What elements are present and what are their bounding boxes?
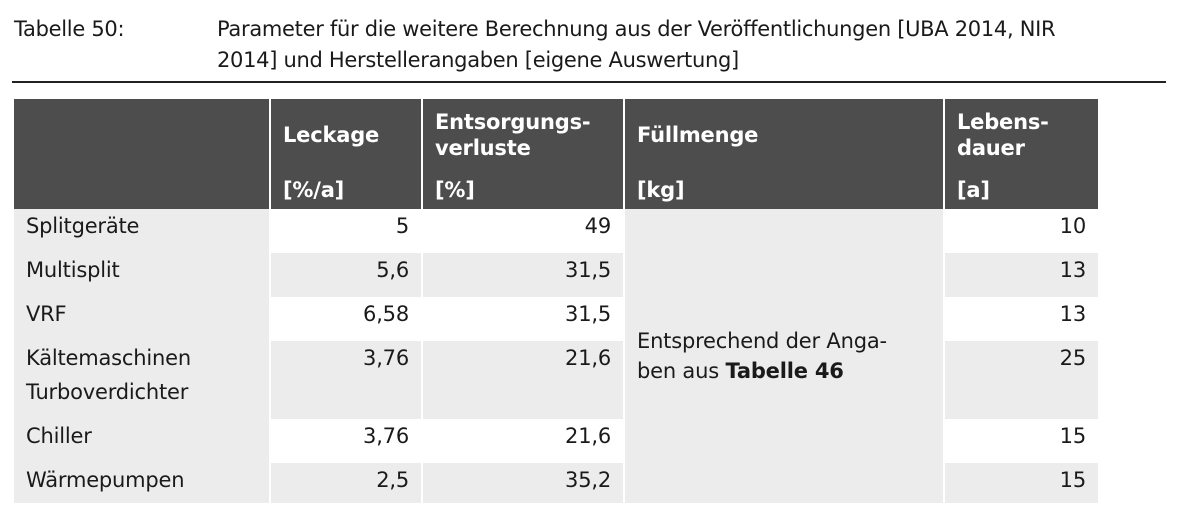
cell-lebensdauer: 25 [943,341,1098,419]
cell-leckage: 5,6 [269,253,422,297]
row-name: Multisplit [14,253,270,297]
cell-lebensdauer: 13 [943,297,1098,341]
table-row: Multisplit 5,6 31,5 13 [14,253,1098,297]
unit-fuellmenge: [kg] [623,171,944,209]
row-name: Splitgeräte [14,209,270,253]
table-row: Wärmepumpen 2,5 35,2 15 [14,463,1098,503]
header-leckage: Leckage [269,99,422,171]
cell-entsorgung: 21,6 [421,341,624,419]
cell-leckage: 3,76 [269,341,422,419]
caption-text-line1: Parameter für die weitere Berechnung aus… [217,17,1056,41]
cell-leckage: 3,76 [269,419,422,463]
row-name: Chiller [14,419,270,463]
cell-entsorgung: 49 [421,209,624,253]
table-row: Splitgeräte 5 49 Entsprechend der Anga- … [14,209,1098,503]
cell-entsorgung: 31,5 [421,253,624,297]
cell-leckage: 5 [269,209,422,253]
cell-lebensdauer: 13 [943,253,1098,297]
unit-leckage: [%/a] [269,171,422,209]
header-empty [14,99,270,171]
cell-leckage: 6,58 [269,297,422,341]
caption-text-line2: 2014] und Herstellerangaben [eigene Ausw… [217,48,739,72]
cell-fuellmenge-merged: Entsprechend der Anga- ben aus Tabelle 4… [623,209,944,503]
cell-leckage: 2,5 [269,463,422,503]
unit-row: [%/a] [%] [kg] [a] [14,171,1098,209]
row-name: VRF [14,297,270,341]
cell-lebensdauer: 15 [943,419,1098,463]
parameter-table: Leckage Entsorgungs-verluste Füllmenge L… [14,99,1098,503]
fuellmenge-note-prefix: ben aus [637,359,726,383]
unit-lebensdauer: [a] [943,171,1098,209]
caption-label: Tabelle 50: [14,17,125,41]
header-row: Leckage Entsorgungs-verluste Füllmenge L… [14,99,1098,171]
table-row: Chiller 3,76 21,6 15 [14,419,1098,463]
caption-divider [12,81,1166,83]
header-entsorgungsverluste: Entsorgungs-verluste [421,99,624,171]
table-row: Kältemaschinen Turboverdichter 3,76 21,6 … [14,341,1098,419]
cell-entsorgung: 31,5 [421,297,624,341]
header-fuellmenge: Füllmenge [623,99,944,171]
cell-lebensdauer: 10 [943,209,1098,253]
row-name: Wärmepumpen [14,463,270,503]
unit-entsorgung: [%] [421,171,624,209]
fuellmenge-note-reference: Tabelle 46 [725,359,844,383]
cell-lebensdauer: 15 [943,463,1098,503]
table-row: VRF 6,58 31,5 13 [14,297,1098,341]
cell-entsorgung: 35,2 [421,463,624,503]
fuellmenge-note-line1: Entsprechend der Anga- [637,329,887,353]
caption-text: Parameter für die weitere Berechnung aus… [217,14,1157,76]
row-name: Kältemaschinen Turboverdichter [14,341,270,419]
header-lebensdauer: Lebens-dauer [943,99,1098,171]
cell-entsorgung: 21,6 [421,419,624,463]
unit-empty [14,171,270,209]
